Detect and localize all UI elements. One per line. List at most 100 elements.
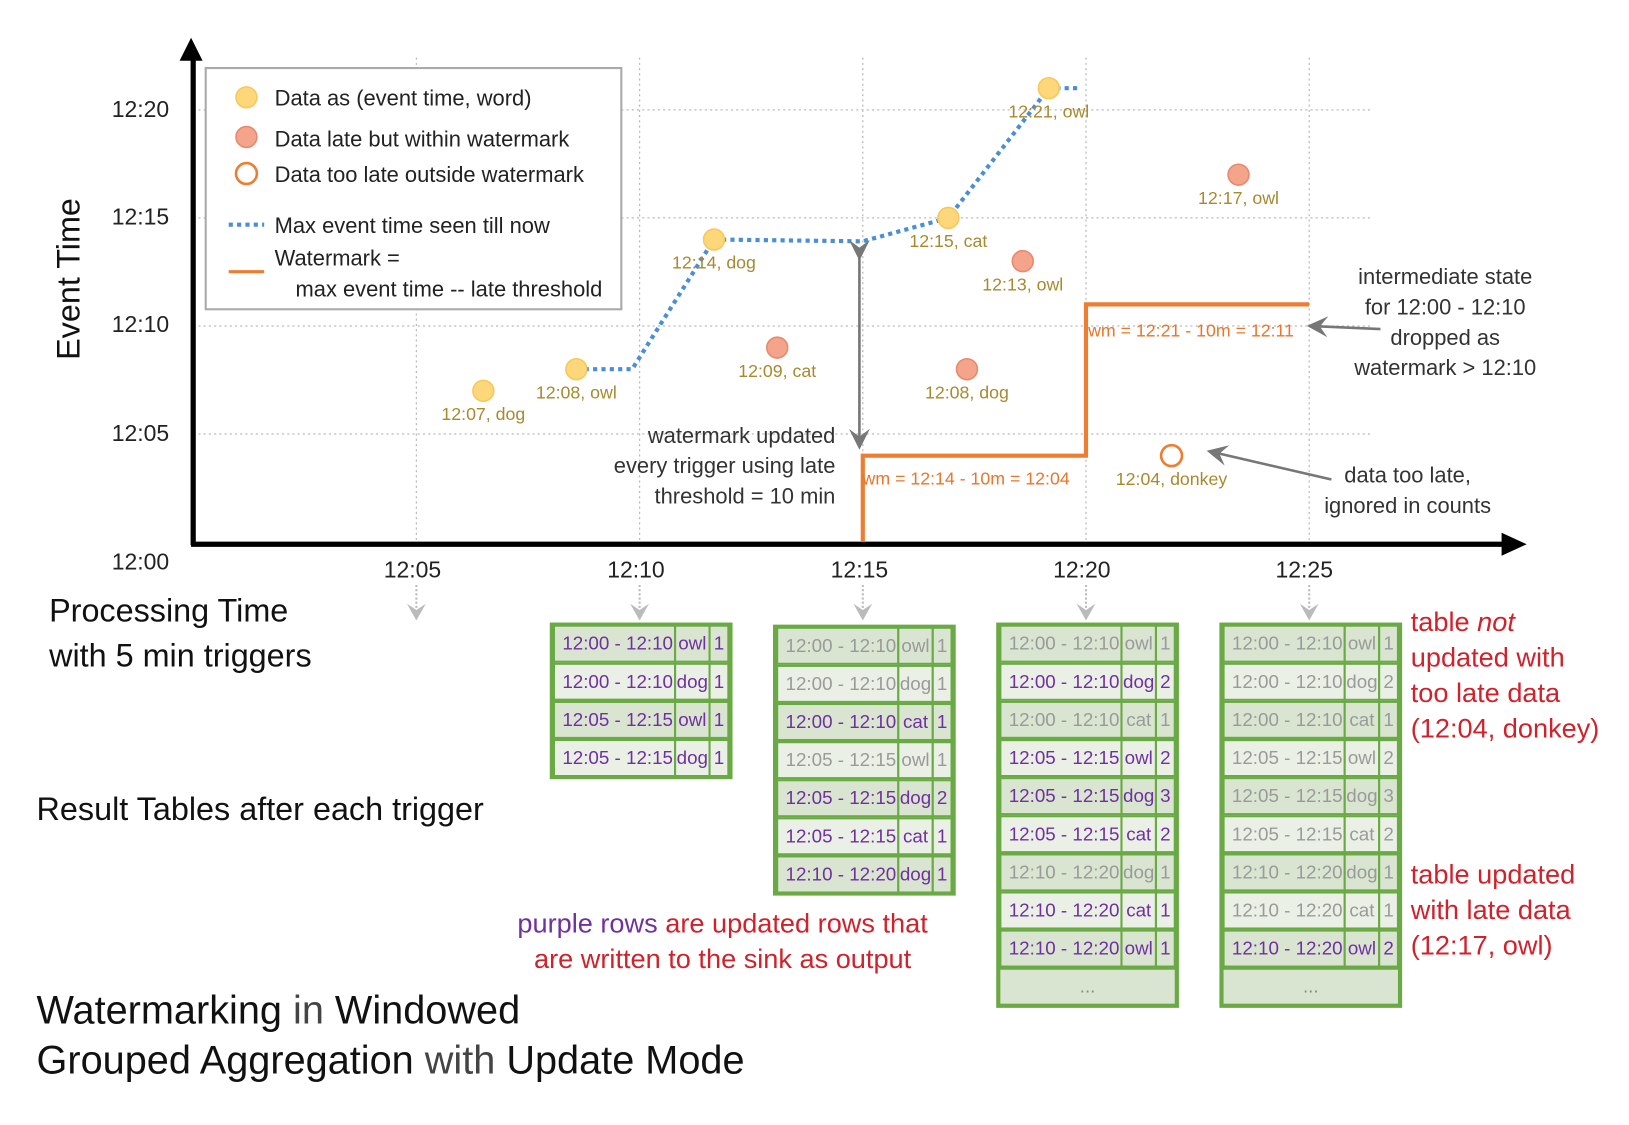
cell-window: 12:00 - 12:10 <box>786 673 897 694</box>
table-cell <box>1120 853 1158 892</box>
table-cell <box>674 738 711 778</box>
cell-window: 12:10 - 12:20 <box>786 863 897 884</box>
purple-rows-note-2: are written to the sink as output <box>534 943 912 974</box>
y-tick: 12:20 <box>112 96 169 122</box>
table-cell <box>674 624 711 663</box>
updated-note-2: with late data <box>1410 894 1572 925</box>
watermark-line <box>860 302 1310 543</box>
cell-window: 12:05 - 12:15 <box>786 825 897 846</box>
wm-label-1: wm = 12:14 - 10m = 12:04 <box>862 469 1070 489</box>
table-row: 12:10 - 12:20 owl 2 <box>1222 929 1400 968</box>
table-row: 12:05 - 12:15 owl 1 <box>551 698 731 739</box>
updated-note-1: table updated <box>1411 859 1576 890</box>
intermediate-state-note: intermediate state for 12:00 - 12:10 dro… <box>1353 264 1536 380</box>
cell-count: 2 <box>1383 747 1393 768</box>
note-line: dropped as <box>1390 325 1500 350</box>
table-row: 12:10 - 12:20 cat 1 <box>999 891 1176 930</box>
table-row: 12:00 - 12:10 cat 1 <box>776 702 953 742</box>
cell-count: 1 <box>714 633 724 654</box>
table-row: 12:00 - 12:10 dog 2 <box>1222 662 1400 701</box>
cell-word: dog <box>1346 785 1377 806</box>
table-row: 12:00 - 12:10 owl 1 <box>552 624 730 663</box>
cell-word: dog <box>677 671 708 692</box>
table-row: 12:00 - 12:10 cat 1 <box>999 700 1176 739</box>
cell-window: 12:00 - 12:10 <box>1009 709 1120 730</box>
data-point-label: 12:07, dog <box>441 404 525 424</box>
table-cell <box>1154 891 1176 930</box>
cell-count: 1 <box>937 863 947 884</box>
wm-updated-note: watermark updated every trigger using la… <box>614 423 836 509</box>
cell-count: 2 <box>1383 823 1393 844</box>
table-row: 12:10 - 12:20 dog 1 <box>998 851 1177 892</box>
title-term: Update Mode <box>506 1039 744 1083</box>
table-row: 12:05 - 12:15 dog 3 <box>999 777 1176 816</box>
result-tables: 12:00 - 12:10 owl 112:00 - 12:10 dog 112:05 … <box>549 622 1403 1008</box>
table-cell <box>776 855 900 894</box>
cell-window: 12:05 - 12:15 <box>786 787 897 808</box>
data-point-on-time <box>702 228 726 251</box>
data-point-label: 12:13, owl <box>982 274 1063 294</box>
x-tick: 12:15 <box>831 557 888 583</box>
table-cell <box>1222 700 1346 739</box>
cell-count: 1 <box>1160 633 1170 654</box>
table-row: 12:05 - 12:15 dog 2 <box>776 779 953 818</box>
table-row: 12:05 - 12:15 dog 3 <box>1222 777 1400 816</box>
y-axis-label: Event Time <box>50 198 86 360</box>
table-row: 12:00 - 12:10 owl 1 <box>1222 624 1400 663</box>
data-point-label: 12:08, dog <box>925 382 1009 402</box>
data-points: 12:07, dog 12:08, owl 12:14, dog 12:09, cat… <box>441 76 1279 489</box>
cell-count: 3 <box>1160 785 1170 806</box>
result-table: 12:00 - 12:10 owl 112:00 - 12:10 dog 212:00 … <box>1219 622 1403 1008</box>
trigger-arrow-icon <box>406 603 426 621</box>
cell-window: 12:10 - 12:20 <box>1232 938 1343 959</box>
table-cell <box>776 779 900 818</box>
table-cell <box>776 702 900 742</box>
cell-window: 12:05 - 12:15 <box>1232 785 1343 806</box>
cell-count: 1 <box>1383 861 1393 882</box>
cell-count: 1 <box>1160 709 1170 730</box>
data-point-on-time <box>472 379 495 403</box>
table-cell <box>1120 624 1158 663</box>
cell-word: cat <box>1126 709 1152 730</box>
table-cell <box>1154 624 1176 663</box>
table-row: 12:00 - 12:10 dog 2 <box>999 662 1176 701</box>
table-row: 12:05 - 12:15 owl 2 <box>1221 736 1401 778</box>
table-cell <box>708 738 730 778</box>
cell-window: 12:00 - 12:10 <box>786 635 897 656</box>
data-point-on-time <box>1037 76 1061 100</box>
diagram-title-line1: Watermarking in Windowed <box>37 989 521 1033</box>
trigger-arrow-icon <box>853 603 873 621</box>
table-more-rows: ... <box>1080 976 1096 997</box>
not-updated-note-3: too late data <box>1411 677 1561 708</box>
cell-word: owl <box>1125 633 1153 654</box>
result-table: 12:00 - 12:10 owl 112:00 - 12:10 dog 112:05 … <box>549 622 733 780</box>
data-point-label: 12:04, donkey <box>1116 469 1228 489</box>
cell-window: 12:00 - 12:10 <box>1232 709 1343 730</box>
grid <box>193 57 1374 545</box>
table-row: 12:05 - 12:15 cat 2 <box>1222 815 1400 854</box>
x-axis-label: Processing Time <box>49 592 288 628</box>
data-point-label: 12:17, owl <box>1198 188 1279 208</box>
too-late-arrow <box>1206 445 1332 481</box>
wm-label-2: wm = 12:21 - 10m = 12:11 <box>1087 320 1294 340</box>
cell-window: 12:00 - 12:10 <box>1009 671 1120 692</box>
note-line: ignored in counts <box>1324 493 1491 518</box>
data-point-label: 12:14, dog <box>672 253 756 273</box>
note-text: are updated rows that <box>658 908 929 939</box>
cell-word: owl <box>901 635 929 656</box>
note-line: data too late, <box>1344 463 1471 488</box>
too-late-note: data too late, ignored in counts <box>1324 463 1491 518</box>
table-cell <box>1222 624 1346 663</box>
cell-word: owl <box>901 749 929 770</box>
table-cell <box>1378 891 1400 930</box>
cell-word: cat <box>1349 823 1375 844</box>
table-cell <box>931 664 953 703</box>
cell-window: 12:05 - 12:15 <box>1009 747 1120 768</box>
diagram-title-line2: Grouped Aggregation with Update Mode <box>37 1039 745 1083</box>
not-updated-note-4: (12:04, donkey) <box>1411 712 1600 743</box>
table-cell <box>1343 624 1381 663</box>
note-line: watermark updated <box>647 423 836 448</box>
not-updated-note: table not <box>1411 606 1517 637</box>
too-late-point-icon <box>234 161 259 186</box>
